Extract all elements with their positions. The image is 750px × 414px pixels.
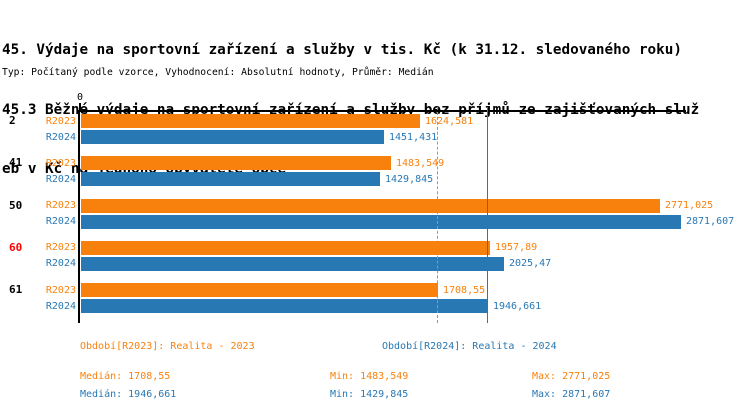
series-label-r2024: R2024 [45, 131, 76, 143]
category-label: 2 [9, 114, 16, 127]
series-label-r2023: R2023 [45, 200, 76, 211]
chart-title-line-2: 45.3 Běžné výdaje na sportovní zařízení … [2, 101, 699, 118]
stat-max-r2023: Max: 2771,025 [532, 371, 611, 382]
series-label-r2024: R2024 [45, 216, 76, 227]
series-label-r2024: R2024 [45, 300, 76, 312]
bar-r2023 [81, 240, 490, 255]
category-label: 41 [9, 156, 23, 170]
y-axis-line [78, 110, 80, 323]
chart-meta: Typ: Počítaný podle vzorce, Vyhodnocení:… [2, 67, 434, 78]
median-r2024-line [487, 107, 488, 323]
value-label-r2024: 1429,845 [385, 173, 434, 185]
value-label-r2024: 1451,431 [389, 131, 438, 143]
stat-median-r2023: Medián: 1708,55 [80, 371, 171, 382]
stat-median-r2024: Medián: 1946,661 [80, 389, 177, 400]
chart-title-line-1: 45. Výdaje na sportovní zařízení a služb… [2, 42, 682, 58]
value-label-r2023: 1624,581 [425, 115, 474, 127]
series-label-r2024: R2024 [45, 258, 76, 270]
stat-min-r2023: Min: 1483,549 [330, 371, 409, 382]
median-r2023-line [437, 107, 438, 323]
series-label-r2023: R2023 [45, 284, 76, 296]
legend-r2023: Období[R2023]: Realita - 2023 [80, 341, 255, 352]
value-label-r2023: 1708,55 [443, 284, 486, 296]
series-label-r2023: R2023 [45, 242, 76, 254]
bar-r2023 [81, 156, 391, 171]
bar-r2023 [81, 198, 660, 213]
bar-r2024 [81, 172, 380, 187]
value-label-r2024: 1946,661 [493, 300, 542, 312]
value-label-r2023: 2771,025 [665, 200, 714, 211]
category-label: 50 [9, 198, 23, 212]
value-label-r2024: 2871,607 [686, 216, 735, 227]
bar-r2024 [81, 256, 504, 271]
bar-r2023 [81, 283, 438, 297]
value-label-r2024: 2025,47 [509, 258, 552, 270]
series-label-r2024: R2024 [45, 173, 76, 185]
stat-max-r2024: Max: 2871,607 [532, 389, 611, 400]
category-label: 61 [9, 283, 23, 296]
bar-r2024 [81, 299, 488, 313]
x-axis-line [78, 110, 686, 112]
series-label-r2023: R2023 [45, 115, 76, 127]
zero-tick-mark [79, 103, 81, 110]
series-label-r2023: R2023 [45, 157, 76, 169]
stat-min-r2024: Min: 1429,845 [330, 389, 409, 400]
bar-r2023 [81, 114, 420, 128]
value-label-r2023: 1957,89 [495, 242, 538, 254]
legend-r2024: Období[R2024]: Realita - 2024 [382, 341, 557, 352]
bar-r2024 [81, 214, 681, 229]
zero-tick-label: 0 [76, 92, 84, 103]
value-label-r2023: 1483,549 [396, 157, 445, 169]
category-label: 60 [9, 240, 23, 254]
bar-r2024 [81, 130, 384, 144]
